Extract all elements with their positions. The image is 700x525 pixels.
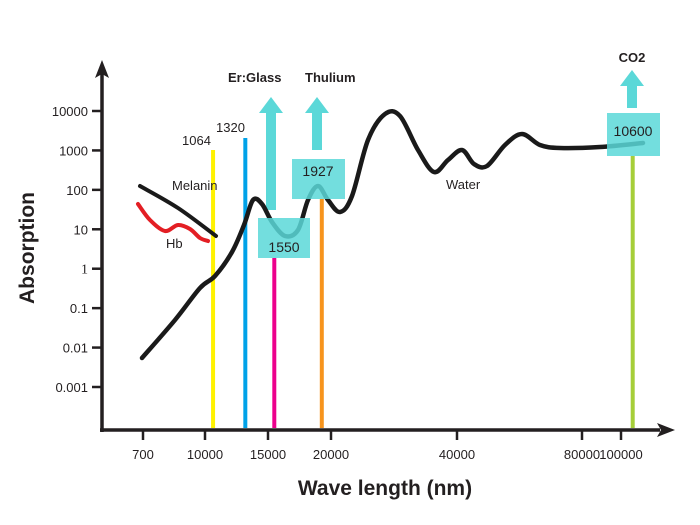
y-tick-label: 0.1	[70, 301, 88, 316]
x-tick-label: 80000	[564, 447, 600, 462]
annotation-thulium: Thulium	[305, 70, 356, 85]
series-water	[139, 109, 646, 361]
y-tick-label: 10000	[52, 104, 88, 119]
x-tick-label: 700	[132, 447, 154, 462]
x-tick-label: 20000	[313, 447, 349, 462]
laser-label-1320: 1320	[216, 120, 245, 135]
y-axis-arrow-icon	[95, 60, 109, 78]
laser-lines	[211, 138, 635, 428]
y-tick-label: 0.01	[63, 341, 88, 356]
series-melanin	[138, 184, 218, 238]
x-tick-label: 100000	[599, 447, 642, 462]
highlight-box-1550	[258, 218, 310, 258]
series-hb	[136, 202, 210, 243]
x-tick-label: 40000	[439, 447, 475, 462]
co2-arrow-shaft	[627, 84, 637, 108]
thulium-arrow-shaft	[312, 111, 322, 150]
highlight-box-1927	[292, 159, 345, 199]
x-axis-title: Wave length (nm)	[298, 477, 472, 500]
laser-label-1550: 1550	[268, 239, 299, 255]
x-axis-arrow-icon	[657, 423, 675, 437]
highlight-box-10600	[607, 113, 660, 156]
x-tick-label: 15000	[250, 447, 286, 462]
y-tick-label: 1000	[59, 143, 88, 158]
highlight-overlays	[258, 113, 660, 258]
thulium-arrow-icon	[305, 97, 329, 113]
y-ticks: 10000 1000 100 10 1 0.1 0.01 0.001	[52, 104, 102, 395]
er-glass-arrow-icon	[259, 97, 283, 113]
y-tick-label: 100	[66, 183, 88, 198]
y-tick-label: 1	[81, 263, 88, 278]
absorption-curves	[136, 109, 646, 361]
annotation-hb: Hb	[166, 236, 183, 251]
co2-arrow-icon	[620, 70, 644, 86]
x-ticks: 700 10000 15000 20000 40000 80000 100000	[132, 430, 643, 462]
highlight-boxes	[259, 70, 644, 210]
annotation-melanin: Melanin	[172, 178, 218, 193]
y-tick-label: 0.001	[55, 380, 88, 395]
y-tick-label: 10	[74, 222, 88, 237]
axes	[95, 60, 675, 437]
x-tick-label: 10000	[187, 447, 223, 462]
laser-label-1927: 1927	[302, 163, 333, 179]
annotation-water: Water	[446, 177, 481, 192]
laser-label-10600: 10600	[614, 123, 653, 139]
er-glass-arrow-shaft	[266, 111, 276, 210]
annotation-er-glass: Er:Glass	[228, 70, 281, 85]
y-axis-title: Absorption	[16, 192, 39, 304]
laser-label-1064: 1064	[182, 133, 211, 148]
annotation-co2: CO2	[619, 50, 646, 65]
